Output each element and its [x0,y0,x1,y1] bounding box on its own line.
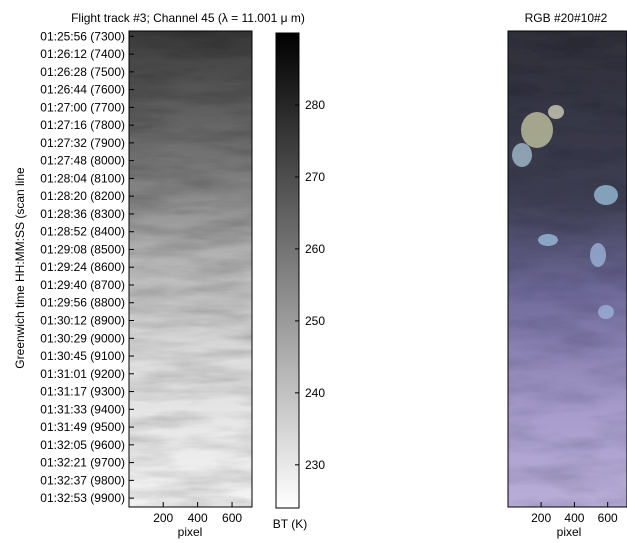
right-x-label: pixel [557,525,582,539]
colorbar-tick-label: 260 [305,242,325,256]
left-y-tick-label: 01:27:16 (7800) [40,118,125,132]
left-y-tick-label: 01:26:12 (7400) [40,47,125,61]
left-panel-title: Flight track #3; Channel 45 (λ = 11.001 … [71,11,305,25]
left-y-tick-label: 01:28:04 (8100) [40,171,125,185]
colorbar-tick-label: 240 [305,386,325,400]
colorbar-label: BT (K) [273,517,307,531]
left-y-tick-label: 01:31:01 (9200) [40,367,125,381]
cloud-patch [512,143,532,167]
colorbar: 230 240 250 260 270 280 BT (K) [273,32,325,531]
left-y-tick-label: 01:29:24 (8600) [40,260,125,274]
right-plot-frame [507,30,627,508]
left-y-tick-label: 01:27:48 (8000) [40,154,125,168]
left-y-tick-label: 01:31:17 (9300) [40,385,125,399]
colorbar-ticks: 230 240 250 260 270 280 [295,98,325,472]
left-y-tick-label: 01:29:56 (8800) [40,296,125,310]
left-y-tick-label: 01:28:52 (8400) [40,225,125,239]
left-x-axis: 200 400 600 [153,502,242,525]
right-x-axis: 200 400 600 [531,502,618,525]
left-y-tick-label: 01:32:53 (9900) [40,491,125,505]
left-y-tick-label: 01:32:37 (9800) [40,473,125,487]
right-x-tick-label: 400 [564,511,584,525]
left-plot-frame [128,30,253,508]
left-y-tick-label: 01:32:21 (9700) [40,456,125,470]
right-x-tick-label: 600 [598,511,618,525]
left-y-tick-label: 01:26:28 (7500) [40,65,125,79]
cloud-patch [548,105,564,119]
cloud-patch [594,185,618,205]
left-y-tick-label: 01:28:36 (8300) [40,207,125,221]
bt-image [129,31,252,507]
left-y-tick-label: 01:25:56 (7300) [40,29,125,43]
right-panel-title: RGB #20#10#2 [525,11,608,25]
cloud-patch [521,112,553,148]
left-y-tick-label: 01:27:00 (7700) [40,100,125,114]
left-y-tick-label: 01:27:32 (7900) [40,136,125,150]
left-y-tick-label: 01:31:33 (9400) [40,402,125,416]
cloud-patch [590,243,606,267]
left-y-tick-label: 01:30:45 (9100) [40,349,125,363]
left-y-tick-label: 01:26:44 (7600) [40,83,125,97]
left-x-tick-label: 200 [153,511,173,525]
left-x-label: pixel [178,525,203,539]
left-y-tick-label: 01:31:49 (9500) [40,420,125,434]
bt-heatmap-panel: Flight track #3; Channel 45 (λ = 11.001 … [13,11,305,539]
left-y-tick-label: 01:30:12 (8900) [40,314,125,328]
left-y-tick-label: 01:28:20 (8200) [40,189,125,203]
left-y-tick-label: 01:29:08 (8500) [40,242,125,256]
left-y-tick-label: 01:30:29 (9000) [40,331,125,345]
right-x-tick-label: 200 [531,511,551,525]
left-y-tick-label: 01:29:40 (8700) [40,278,125,292]
left-y-axis: 01:25:56 (7300) 01:26:12 (7400) 01:26:28 (… [40,29,134,505]
left-x-tick-label: 600 [222,511,242,525]
colorbar-tick-label: 230 [305,458,325,472]
cloud-patch [598,305,614,319]
rgb-panel: RGB #20#10#2 200 400 600 pixel [507,11,627,539]
left-y-label: Greenwich time HH:MM:SS (scan line [13,167,27,369]
colorbar-gradient [276,33,299,508]
colorbar-frame [275,32,300,509]
colorbar-tick-label: 280 [305,98,325,112]
rgb-image [508,31,627,507]
cloud-patch [538,234,558,246]
colorbar-tick-label: 250 [305,314,325,328]
rgb-cloud-features [512,105,618,319]
colorbar-tick-label: 270 [305,170,325,184]
left-y-tick-label: 01:32:05 (9600) [40,438,125,452]
left-x-tick-label: 400 [188,511,208,525]
